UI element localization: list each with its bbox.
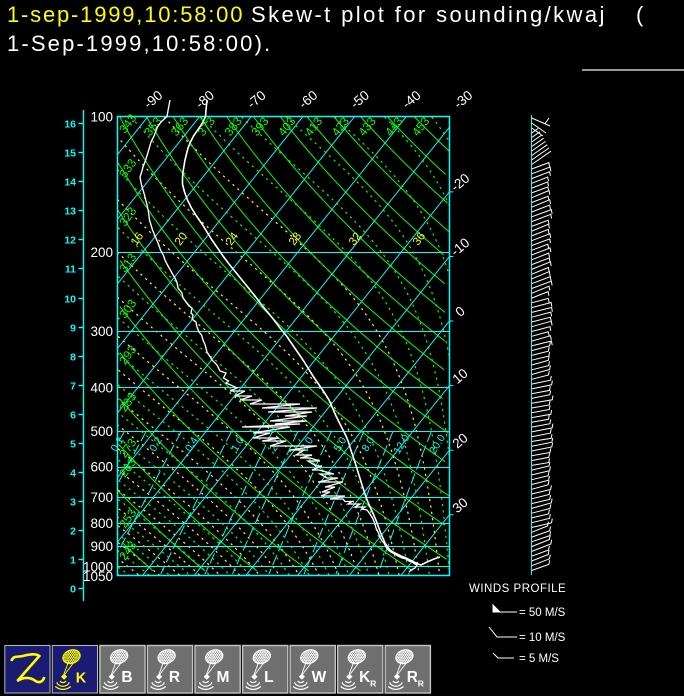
svg-text:6: 6 — [70, 410, 76, 422]
svg-text:1050: 1050 — [83, 569, 113, 584]
svg-text:14: 14 — [64, 177, 76, 189]
svg-text:10: 10 — [64, 294, 76, 306]
svg-text:1000: 1000 — [83, 560, 113, 575]
svg-text:600: 600 — [90, 460, 113, 475]
svg-text:K: K — [76, 670, 87, 686]
svg-text:100: 100 — [90, 110, 113, 125]
svg-text:700: 700 — [90, 490, 113, 505]
svg-text:500: 500 — [90, 424, 113, 439]
svg-text:1: 1 — [70, 555, 76, 567]
svg-text:0: 0 — [70, 584, 76, 596]
svg-text:4: 4 — [70, 468, 76, 480]
svg-text:9: 9 — [70, 323, 76, 335]
svg-text:11: 11 — [65, 264, 76, 276]
svg-text:1-Sep-1999,10:58:00).: 1-Sep-1999,10:58:00). — [7, 31, 272, 56]
svg-text:R: R — [370, 679, 376, 689]
svg-text:R: R — [169, 669, 180, 686]
svg-text:7: 7 — [70, 381, 76, 393]
svg-text:800: 800 — [90, 516, 113, 531]
svg-text:8: 8 — [70, 352, 76, 364]
svg-text:W: W — [312, 669, 327, 686]
svg-text:1-sep-1999,10:58:00: 1-sep-1999,10:58:00 — [7, 2, 244, 27]
svg-text:2: 2 — [70, 526, 76, 538]
svg-text:200: 200 — [90, 245, 113, 260]
svg-text:900: 900 — [90, 539, 113, 554]
svg-text:300: 300 — [90, 324, 113, 339]
svg-text:= 10 M/S: = 10 M/S — [519, 632, 566, 644]
svg-text:B: B — [121, 669, 132, 686]
svg-text:16: 16 — [64, 119, 76, 131]
svg-text:12: 12 — [64, 235, 76, 247]
svg-text:WINDS PROFILE: WINDS PROFILE — [469, 583, 566, 595]
svg-text:(: ( — [636, 2, 644, 27]
svg-text:3: 3 — [70, 497, 76, 509]
svg-text:M: M — [217, 669, 230, 686]
svg-text:400: 400 — [90, 380, 113, 395]
svg-text:15: 15 — [64, 148, 76, 160]
svg-text:Skew-t plot for sounding/kwaj: Skew-t plot for sounding/kwaj — [251, 2, 607, 27]
svg-text:K: K — [359, 669, 371, 686]
svg-text:5: 5 — [70, 439, 76, 451]
svg-text:13: 13 — [64, 206, 76, 218]
svg-text:R: R — [418, 679, 424, 689]
svg-text:= 5 M/S: = 5 M/S — [519, 653, 559, 665]
svg-text:20: 20 — [450, 430, 471, 451]
svg-text:30: 30 — [450, 495, 471, 516]
svg-text:L: L — [264, 669, 273, 686]
svg-text:R: R — [407, 669, 418, 686]
svg-text:= 50 M/S: = 50 M/S — [519, 607, 566, 619]
svg-text:10: 10 — [450, 366, 471, 387]
